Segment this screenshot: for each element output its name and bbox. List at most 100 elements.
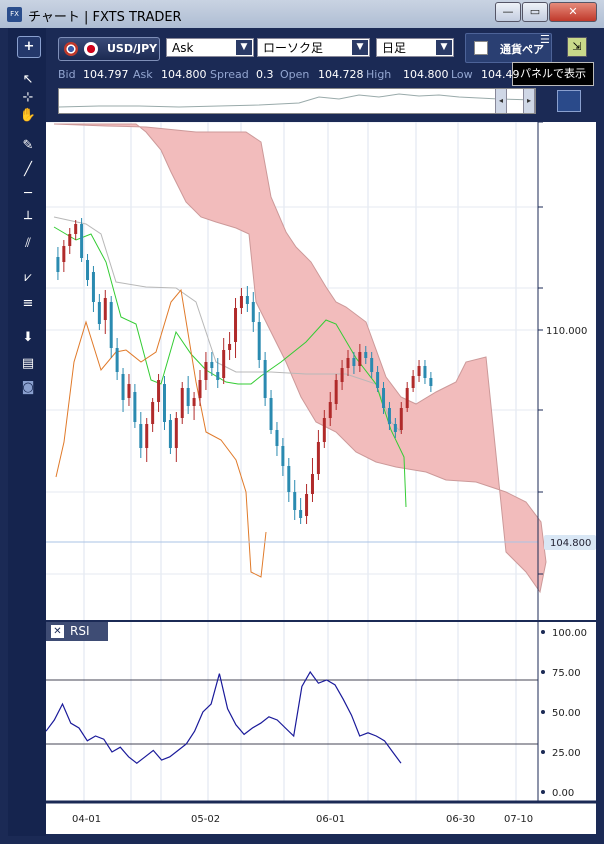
rsi-tick-dot	[541, 750, 545, 754]
quote-strip: Bid 104.797 Ask 104.800 Spread 0.3 Open …	[46, 64, 596, 84]
tline-icon[interactable]: ┴	[24, 212, 32, 227]
candle-body	[245, 296, 249, 304]
close-button[interactable]: ✕	[549, 2, 597, 22]
chevron-down-icon: ▼	[436, 40, 452, 55]
rsi-tick-dot	[541, 790, 545, 794]
candle-body	[376, 372, 380, 388]
candle-body	[204, 362, 208, 380]
popout-icon[interactable]: ⇲	[567, 37, 587, 57]
close-icon[interactable]: ✕	[51, 625, 64, 638]
kijun-line	[53, 216, 402, 433]
line-icon[interactable]: ╱	[24, 162, 32, 177]
zoom-fit-icon[interactable]	[557, 90, 581, 112]
price-chart[interactable]: 110.000 104.800 100.00 75.00 50.00 25.00 0.0…	[45, 121, 596, 808]
list-icon[interactable]: ▤	[21, 356, 35, 371]
compare-pairs-toggle[interactable]: 通貨ペア	[465, 33, 552, 63]
pointer-icon[interactable]: ↖	[22, 72, 34, 87]
high-value: 104.800	[403, 68, 449, 81]
chart-style-select[interactable]: ローソク足 ▼	[257, 38, 370, 57]
fan-icon[interactable]: ⩗	[24, 270, 32, 285]
hline-icon[interactable]: ─	[24, 186, 32, 201]
jp-flag-icon	[84, 42, 98, 56]
chart-navigator[interactable]: ◂ ▸	[58, 88, 536, 114]
open-label: Open	[280, 68, 310, 81]
navigator-left-handle[interactable]: ◂	[495, 89, 507, 113]
date-tick-label: 05-02	[191, 814, 221, 825]
candle-body	[387, 408, 391, 424]
candle-body	[287, 466, 291, 492]
price-side-value: Ask	[172, 41, 194, 55]
date-tick-label: 04-01	[72, 814, 102, 825]
panel-menu-icon[interactable]: ☰	[540, 33, 550, 46]
rsi-label: RSI	[70, 624, 90, 638]
candle-body	[180, 388, 184, 418]
spread-label: Spread	[210, 68, 249, 81]
rsi-tick-label: 0.00	[552, 788, 574, 799]
candle-body	[346, 358, 350, 368]
channel-icon[interactable]: ⫽	[25, 236, 31, 251]
candle-body	[275, 430, 279, 446]
candle-body	[157, 380, 161, 402]
symbol-selector[interactable]: USD/JPY	[58, 37, 160, 61]
candle-body	[364, 352, 368, 358]
date-tick-label: 06-30	[446, 814, 476, 825]
navigator-right-handle[interactable]: ▸	[523, 89, 535, 113]
candle-body	[358, 352, 362, 366]
chevron-down-icon: ▼	[236, 40, 252, 55]
app-icon: FX	[7, 7, 22, 22]
crosshair-icon[interactable]: ⊹	[22, 90, 34, 105]
low-value: 104.49	[481, 68, 520, 81]
candle-body	[186, 388, 190, 406]
candle-body	[127, 384, 131, 398]
download-icon[interactable]: ⬇	[22, 330, 34, 345]
candle-body	[429, 378, 433, 386]
tooltip-panel-display: パネルで表示	[512, 62, 594, 86]
chevron-down-icon: ▼	[352, 40, 368, 55]
fib-icon[interactable]: ≡	[22, 296, 34, 311]
candle-body	[210, 362, 214, 368]
open-value: 104.728	[318, 68, 364, 81]
candle-body	[239, 296, 243, 308]
hand-icon[interactable]: ✋	[19, 108, 37, 123]
camera-icon[interactable]: ◙	[21, 380, 35, 395]
price-side-select[interactable]: Ask ▼	[166, 38, 254, 57]
candle-body	[198, 380, 202, 398]
candle-body	[216, 372, 220, 380]
candle-body	[139, 424, 143, 448]
candle-body	[192, 398, 196, 406]
minimize-button[interactable]: —	[495, 2, 521, 22]
us-flag-icon	[64, 42, 78, 56]
pin-icon[interactable]: ✎	[22, 138, 34, 153]
maximize-button[interactable]: ▭	[522, 2, 548, 22]
time-axis: 04-01 05-02 06-01 06-30 07-10	[46, 808, 596, 834]
candle-body	[322, 418, 326, 442]
candle-body	[68, 234, 72, 246]
candle-body	[340, 368, 344, 382]
bid-value: 104.797	[83, 68, 129, 81]
candle-body	[222, 350, 226, 378]
candle-body	[133, 392, 137, 422]
candle-body	[121, 374, 125, 400]
rsi-tick-dot	[541, 710, 545, 714]
rsi-panel-tag: ✕ RSI	[46, 622, 108, 641]
add-chart-button[interactable]: +	[17, 36, 41, 58]
compare-checkbox[interactable]	[474, 41, 488, 55]
window-titlebar: FX チャート | FXTS TRADER — ▭ ✕	[0, 0, 604, 28]
timeframe-select[interactable]: 日足 ▼	[376, 38, 454, 57]
compare-label: 通貨ペア	[500, 43, 544, 56]
candle-body	[370, 358, 374, 372]
high-label: High	[366, 68, 392, 81]
candle-body	[62, 246, 66, 262]
date-tick-label: 07-10	[504, 814, 534, 825]
candle-body	[316, 442, 320, 474]
candle-body	[334, 380, 338, 404]
candle-body	[115, 348, 119, 372]
candle-body	[162, 384, 166, 422]
candle-body	[257, 322, 261, 360]
candle-body	[281, 446, 285, 466]
symbol-label: USD/JPY	[107, 42, 158, 55]
candle-body	[411, 376, 415, 388]
candle-body	[109, 302, 113, 348]
candle-body	[97, 302, 101, 324]
candle-body	[328, 402, 332, 418]
